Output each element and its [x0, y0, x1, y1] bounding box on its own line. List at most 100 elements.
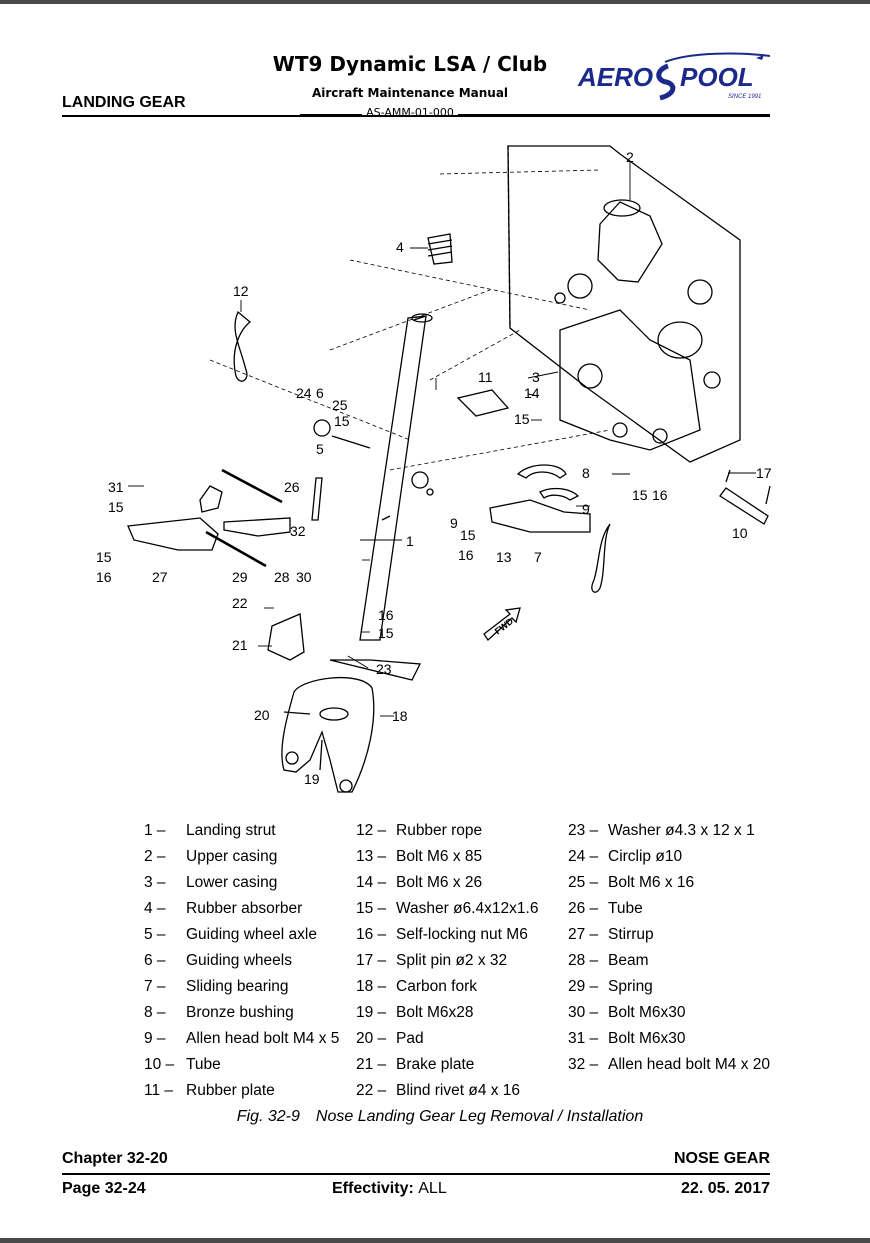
footer-rule	[62, 1173, 770, 1175]
callout-15-right: 15	[632, 487, 648, 503]
callout-28: 28	[274, 569, 290, 585]
callout-2: 2	[626, 149, 634, 165]
callout-1: 1	[406, 533, 414, 549]
footer-chapter: Chapter 32-20	[62, 1150, 168, 1167]
legend-item: 32 – Allen head bolt M4 x 20	[568, 1056, 770, 1073]
footer-effectivity: Effectivity: ALL	[332, 1180, 447, 1198]
callout-10: 10	[732, 525, 748, 541]
figure-title: Nose Landing Gear Leg Removal / Installa…	[315, 1108, 644, 1125]
callout-14: 14	[524, 385, 540, 401]
doc-code-rule-left	[300, 114, 362, 115]
legend-item: 6 – Guiding wheels	[144, 952, 292, 969]
legend-item: 11 – Rubber plate	[144, 1082, 275, 1099]
callout-15-br: 15	[460, 527, 476, 543]
legend-item: 10 – Tube	[144, 1056, 221, 1073]
callout-27: 27	[152, 569, 168, 585]
doc-code-rule-right	[458, 114, 770, 115]
legend-item: 4 – Rubber absorber	[144, 900, 303, 917]
legend-item: 14 – Bolt M6 x 26	[356, 874, 483, 891]
callout-3: 3	[532, 369, 540, 385]
callout-11: 11	[478, 369, 493, 385]
footer-date: 22. 05. 2017	[681, 1180, 770, 1197]
callout-25: 25	[332, 397, 348, 413]
callout-8: 8	[582, 465, 590, 481]
legend-item: 13 – Bolt M6 x 85	[356, 848, 483, 865]
callout-15-top: 15	[514, 411, 530, 427]
document-title: WT9 Dynamic LSA / Club	[272, 52, 548, 76]
callout-16-strut: 16	[378, 607, 394, 623]
aerospool-logo: AERO POOL SINCE 1991	[577, 52, 770, 101]
effectivity-label: Effectivity:	[332, 1180, 414, 1197]
legend-item: 3 – Lower casing	[144, 874, 278, 891]
header-rule	[62, 115, 770, 117]
callout-4: 4	[396, 239, 404, 255]
callout-15-mid: 15	[334, 413, 350, 429]
section-title: LANDING GEAR	[62, 94, 186, 111]
legend-column-3: 23 – Washer ø4.3 x 12 x 1 24 – Circlip ø10…	[568, 818, 770, 1078]
callout-17: 17	[756, 465, 772, 481]
callout-21: 21	[232, 637, 248, 653]
legend-item: 2 – Upper casing	[144, 848, 278, 865]
callout-26: 26	[284, 479, 300, 495]
callout-15-bl: 15	[96, 549, 112, 565]
footer-section: NOSE GEAR	[673, 1150, 770, 1167]
legend-item: 9 – Allen head bolt M4 x 5	[144, 1030, 340, 1047]
legend-item: 12 – Rubber rope	[356, 822, 483, 839]
legend-item: 29 – Spring	[568, 978, 653, 995]
callout-5: 5	[316, 441, 324, 457]
legend-item: 20 – Pad	[356, 1030, 424, 1047]
legend-item: 27 – Stirrup	[568, 926, 654, 943]
svg-text:POOL: POOL	[680, 62, 754, 92]
legend-item: 18 – Carbon fork	[356, 978, 477, 995]
callout-20: 20	[254, 707, 270, 723]
callout-16-right: 16	[652, 487, 668, 503]
callout-16-bl: 16	[96, 569, 112, 585]
legend-item: 22 – Blind rivet ø4 x 16	[356, 1082, 521, 1099]
callout-22: 22	[232, 595, 248, 611]
callout-23: 23	[376, 661, 392, 677]
legend-item: 25 – Bolt M6 x 16	[568, 874, 695, 891]
callout-7: 7	[534, 549, 542, 565]
svg-text:AERO: AERO	[577, 62, 653, 92]
legend-item: 19 – Bolt M6x28	[356, 1004, 474, 1021]
figure-number: Fig. 32-9	[236, 1108, 300, 1125]
callout-16-br: 16	[458, 547, 474, 563]
legend-item: 5 – Guiding wheel axle	[144, 926, 317, 943]
nose-gear-exploded-diagram: 2 4 12 11 3 14 15 24 6 25 15 5 26 31 15 …	[96, 145, 772, 793]
legend-column-1: 1 – Landing strut 2 – Upper casing 3 – Lowe…	[144, 818, 339, 1104]
legend-item: 26 – Tube	[568, 900, 643, 917]
legend-item: 16 – Self-locking nut M6	[356, 926, 528, 943]
legend-item: 31 – Bolt M6x30	[568, 1030, 686, 1047]
callout-15-strut: 15	[378, 625, 394, 641]
callout-29: 29	[232, 569, 248, 585]
legend-item: 24 – Circlip ø10	[568, 848, 683, 865]
legend-item: 28 – Beam	[568, 952, 649, 969]
legend-item: 17 – Split pin ø2 x 32	[356, 952, 508, 969]
document-subtitle: Aircraft Maintenance Manual	[311, 86, 509, 100]
bottom-border	[0, 1238, 870, 1243]
top-border	[0, 0, 870, 4]
callout-32: 32	[290, 523, 306, 539]
legend-item: 15 – Washer ø6.4x12x1.6	[356, 900, 539, 917]
figure-caption: Fig. 32-9 Nose Landing Gear Leg Removal /…	[0, 1108, 870, 1126]
callout-19: 19	[304, 771, 320, 787]
callout-15-left: 15	[108, 499, 124, 515]
callout-18: 18	[392, 708, 408, 724]
callout-6: 6	[316, 385, 324, 401]
legend-item: 1 – Landing strut	[144, 822, 276, 839]
effectivity-value: ALL	[418, 1180, 447, 1197]
legend-item: 23 – Washer ø4.3 x 12 x 1	[568, 822, 755, 839]
footer-page: Page 32-24	[62, 1180, 146, 1197]
legend-item: 8 – Bronze bushing	[144, 1004, 294, 1021]
legend-item: 21 – Brake plate	[356, 1056, 475, 1073]
callout-24: 24	[296, 385, 312, 401]
document-code: AS-AMM-01-000	[366, 106, 454, 119]
callout-31: 31	[108, 479, 124, 495]
callout-30: 30	[296, 569, 312, 585]
svg-text:SINCE 1991: SINCE 1991	[728, 94, 761, 100]
legend-item: 30 – Bolt M6x30	[568, 1004, 686, 1021]
callout-9-left: 9	[450, 515, 458, 531]
legend-item: 7 – Sliding bearing	[144, 978, 289, 995]
callout-13: 13	[496, 549, 512, 565]
callout-12: 12	[233, 283, 249, 299]
